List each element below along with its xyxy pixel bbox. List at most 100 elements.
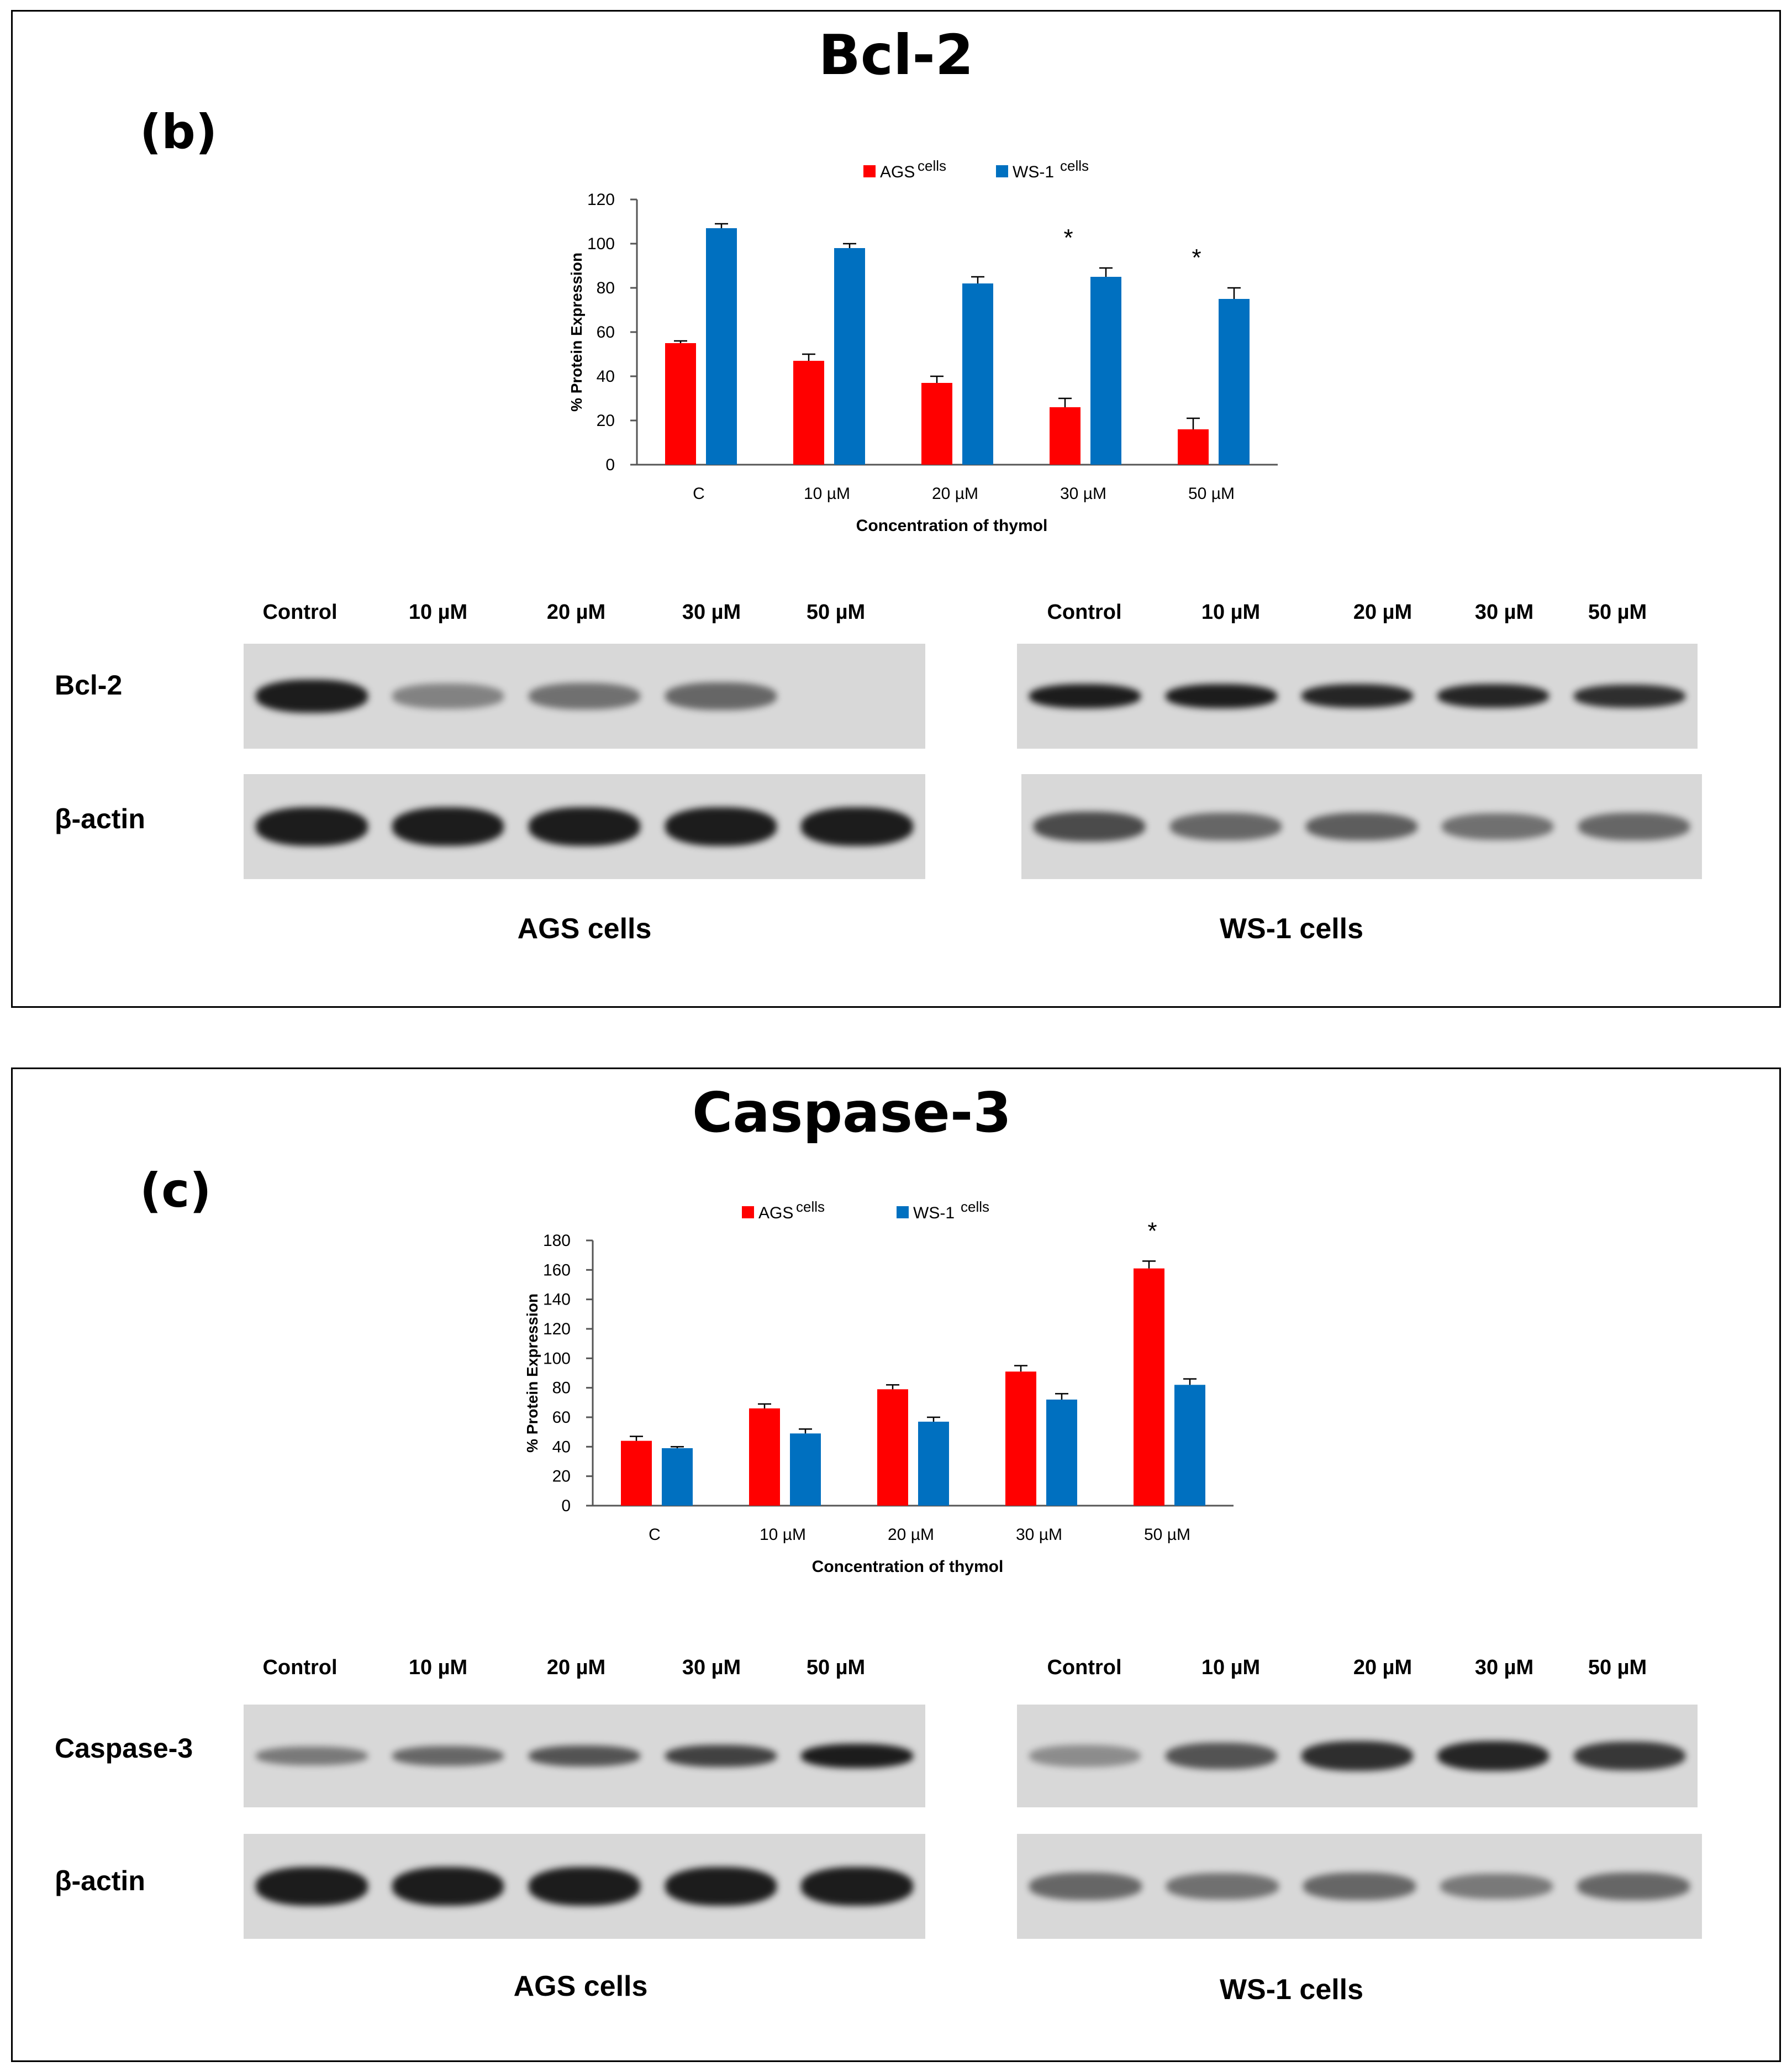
bar-ags [1005,1371,1036,1506]
blot-band [1029,1744,1141,1768]
bar-ags [1050,407,1081,465]
y-tick-label: 80 [552,1379,571,1397]
y-tick-label: 180 [543,1232,571,1250]
panel-caspase3: Caspase-3 (c) AGS cells WS-1 cells 0 20 40 60 80… [11,1067,1781,2062]
blot-band [1165,684,1277,708]
blot-band [1165,1742,1277,1770]
legend-label: AGS [880,163,915,181]
y-tick-label: 60 [552,1408,571,1427]
ws1-cells-label: WS-1 cells [1219,1974,1364,2006]
blot-band [1029,1873,1142,1900]
y-axis-label: % Protein Expression [568,253,585,412]
blot-ags-caspase3 [244,1705,925,1807]
blot-band [665,1744,777,1767]
blot-row-label-target: Bcl-2 [55,670,123,701]
blot-band [801,807,913,846]
bar-ags [1178,429,1209,465]
bar-ags [793,361,824,465]
blot-ws1-actin [1017,1834,1702,1939]
blot-band [1437,684,1549,708]
blot-band [392,683,504,709]
lane-label: 10 µM [408,1656,468,1679]
significance-mark: * [1147,1217,1157,1244]
bar-ws-1 [1174,1385,1205,1506]
bar-ags [749,1408,780,1506]
blot-band [665,1867,777,1906]
ags-cells-label: AGS cells [513,1970,648,2002]
blot-band [528,1867,641,1906]
y-tick-label: 20 [597,412,615,430]
bar-ws-1 [662,1448,693,1506]
bar-ags [1134,1268,1164,1506]
lane-label: 20 µM [546,601,606,624]
blot-band [256,807,368,846]
blot-band [1578,813,1690,840]
blot-band [1442,813,1554,840]
legend-label: AGS [758,1204,793,1222]
bar-ags [665,343,696,465]
y-tick-label: 120 [543,1320,571,1338]
y-tick-label: 40 [597,367,615,386]
lane-label: 20 µM [1353,1656,1412,1679]
y-tick-label: 100 [587,235,615,253]
lane-label: 10 µM [1201,601,1261,624]
panel-title: Bcl-2 [818,23,974,87]
bar-ags [621,1440,652,1506]
x-tick-label: 50 µM [1188,485,1235,503]
blot-band [392,807,504,846]
lane-label: Control [1047,601,1122,624]
blot-ws1-bcl2 [1017,644,1698,749]
bar-ags [877,1389,908,1506]
blot-band [801,1744,913,1768]
lane-label: 50 µM [1588,1656,1647,1679]
y-tick-label: 0 [605,456,615,474]
x-tick-label: 30 µM [1016,1526,1062,1544]
blot-band [1573,684,1685,708]
blot-band [1303,1873,1416,1900]
y-tick-label: 20 [552,1468,571,1486]
blot-band [1301,1741,1414,1771]
x-tick-label: 50 µM [1144,1526,1190,1544]
blot-ags-bcl2 [244,644,925,749]
lane-label: 50 µM [806,601,866,624]
x-axis-label: Concentration of thymol [812,1558,1004,1576]
blot-band [256,1867,368,1906]
blot-band [528,683,641,709]
legend-superscript: cells [1060,157,1089,174]
blot-band [392,1745,504,1766]
blot-band [1573,1741,1685,1771]
y-tick-label: 80 [597,279,615,297]
y-tick-label: 160 [543,1261,571,1279]
legend-superscript: cells [796,1198,825,1215]
y-axis-label: % Protein Expression [524,1293,541,1453]
lane-labels-ags: Control 10 µM 20 µM 30 µM 50 µM [13,601,1779,628]
lane-labels-ags: Control 10 µM 20 µM 30 µM 50 µM [13,1656,1779,1684]
legend-swatch-ags [863,165,876,177]
lane-label: 20 µM [1353,601,1412,624]
blot-ags-actin [244,1834,925,1939]
panel-title: Caspase-3 [692,1080,1011,1145]
blot-band [1166,1873,1279,1900]
ws1-cells-label: WS-1 cells [1219,913,1364,945]
legend-label: WS-1 [1013,163,1054,181]
lane-label: Control [262,1656,338,1679]
bar-ws-1 [1219,299,1250,465]
blot-ws1-caspase3 [1017,1705,1698,1807]
legend-swatch-ags [742,1206,754,1218]
lane-label: Control [262,601,338,624]
y-tick-label: 120 [587,191,615,209]
bar-ags [921,383,952,465]
blot-band [256,680,368,713]
lane-label: 50 µM [1588,601,1647,624]
panel-letter: (c) [140,1163,212,1218]
y-tick-label: 60 [597,323,615,341]
y-tick-label: 40 [552,1438,571,1456]
bar-ws-1 [1090,277,1121,465]
lane-labels-ws1: Control 10 µM 20 µM 30 µM 50 µM [13,1656,1779,1684]
caspase3-bar-chart: AGS cells WS-1 cells02040608010012014016018… [524,1198,1234,1576]
legend-superscript: cells [918,157,946,174]
blot-band [1437,1740,1549,1771]
blot-band [528,1745,641,1767]
bar-ws-1 [962,283,993,465]
